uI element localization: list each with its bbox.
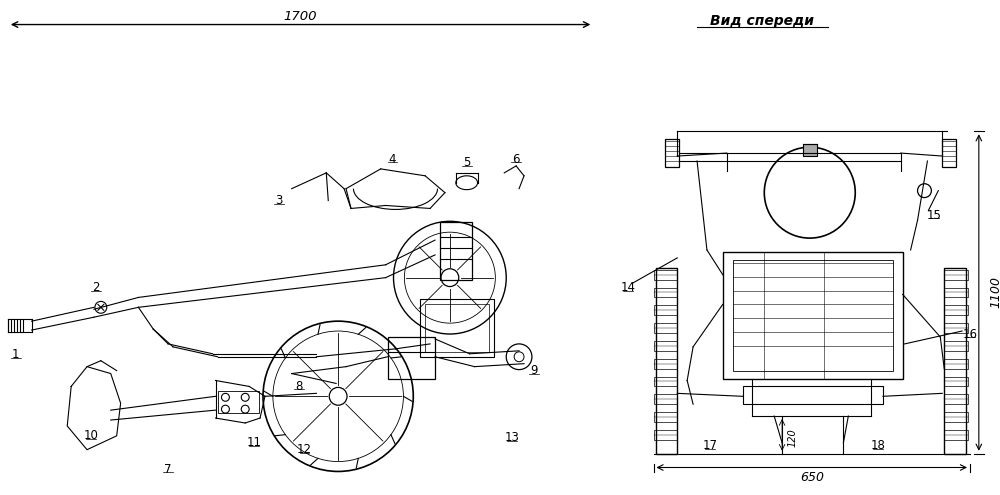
Bar	[218, 392, 259, 413]
Text: 12: 12	[297, 443, 312, 456]
Bar	[944, 359, 968, 369]
Text: 5: 5	[463, 156, 470, 169]
Text: 16: 16	[962, 328, 977, 341]
Bar	[388, 337, 435, 379]
Text: 650: 650	[800, 471, 824, 484]
Text: 2: 2	[92, 281, 100, 294]
Text: 13: 13	[505, 431, 520, 445]
Bar	[944, 412, 968, 422]
Text: 6: 6	[512, 152, 520, 165]
Bar	[654, 305, 677, 315]
Bar	[425, 304, 489, 352]
Bar	[654, 323, 677, 333]
Text: 4: 4	[389, 152, 396, 165]
Bar	[942, 139, 956, 167]
Bar	[743, 387, 883, 404]
Bar	[944, 270, 968, 280]
Text: 9: 9	[530, 364, 538, 377]
Bar	[654, 288, 677, 297]
Text: 18: 18	[871, 439, 885, 452]
Text: 15: 15	[927, 209, 942, 222]
Bar	[654, 270, 677, 280]
Bar	[733, 260, 893, 371]
Bar	[944, 268, 966, 453]
Bar	[654, 412, 677, 422]
Bar	[656, 268, 677, 453]
Text: 17: 17	[702, 439, 717, 452]
Text: Вид спереди: Вид спереди	[710, 13, 814, 28]
Text: 7: 7	[164, 463, 172, 476]
Bar	[654, 341, 677, 351]
Bar	[944, 395, 968, 404]
Text: 11: 11	[247, 436, 262, 449]
Text: 14: 14	[620, 281, 635, 294]
Text: 10: 10	[84, 429, 98, 443]
Bar	[944, 288, 968, 297]
Text: 1100: 1100	[990, 277, 1000, 308]
Bar	[654, 395, 677, 404]
Text: 1: 1	[12, 348, 20, 361]
Text: 1700: 1700	[284, 10, 317, 23]
Bar	[420, 299, 494, 357]
Bar	[654, 359, 677, 369]
Text: 3: 3	[275, 194, 283, 207]
Bar	[440, 222, 472, 280]
Bar	[654, 377, 677, 387]
Bar	[944, 341, 968, 351]
Bar	[665, 139, 679, 167]
Bar	[944, 430, 968, 440]
Text: 120: 120	[787, 429, 797, 447]
Text: 8: 8	[295, 380, 302, 393]
Bar	[944, 323, 968, 333]
Bar	[723, 252, 903, 379]
Bar	[803, 144, 817, 156]
Bar	[654, 430, 677, 440]
Bar	[944, 377, 968, 387]
Bar	[944, 305, 968, 315]
